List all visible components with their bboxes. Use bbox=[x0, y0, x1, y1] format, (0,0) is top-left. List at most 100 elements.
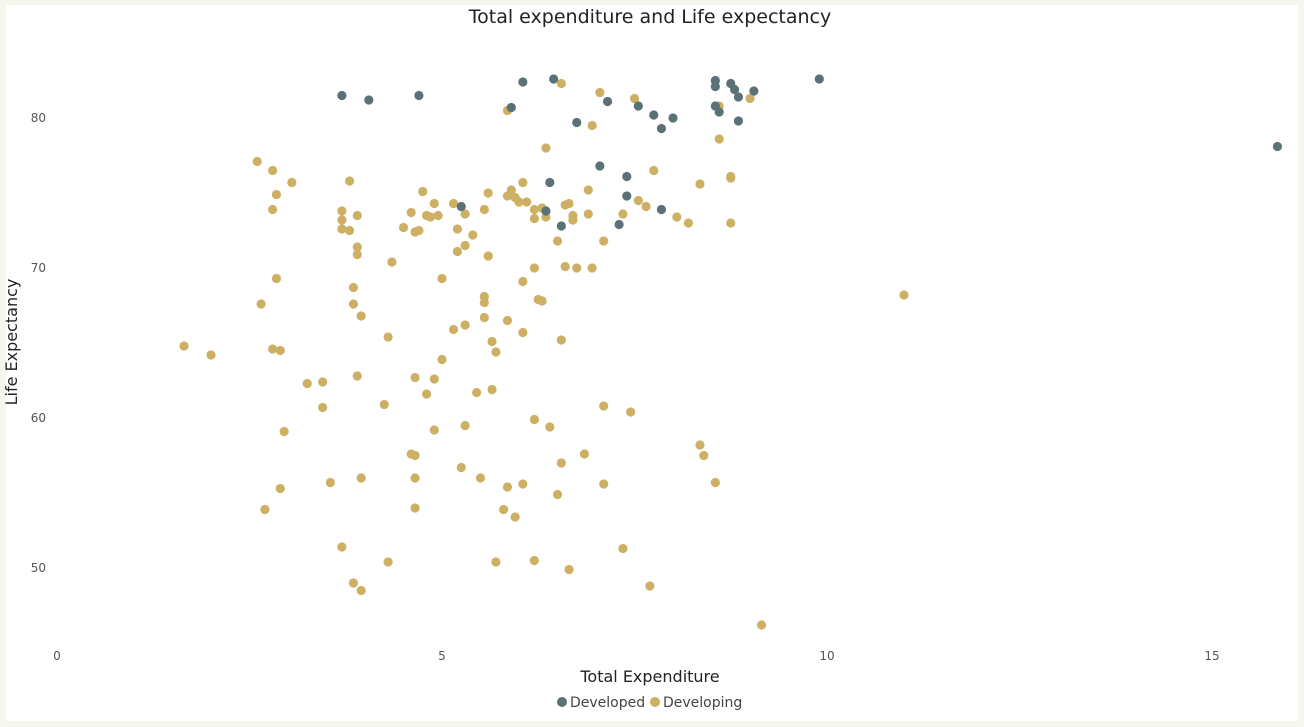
data-point-developed[interactable] bbox=[549, 74, 559, 84]
data-point-developing[interactable] bbox=[429, 198, 439, 209]
data-point-developing[interactable] bbox=[268, 344, 278, 354]
data-point-developing[interactable] bbox=[337, 215, 347, 225]
data-point-developing[interactable] bbox=[318, 377, 328, 387]
data-point-developing[interactable] bbox=[599, 479, 609, 489]
data-point-developing[interactable] bbox=[356, 311, 366, 321]
data-point-developing[interactable] bbox=[672, 212, 682, 222]
data-point-developing[interactable] bbox=[595, 87, 605, 98]
legend-label-developed[interactable]: Developed bbox=[570, 695, 645, 711]
data-point-developing[interactable] bbox=[452, 224, 462, 234]
data-point-developing[interactable] bbox=[529, 263, 540, 273]
data-point-developing[interactable] bbox=[271, 273, 282, 284]
data-point-developed[interactable] bbox=[364, 95, 374, 105]
data-point-developing[interactable] bbox=[529, 555, 540, 566]
data-point-developing[interactable] bbox=[345, 225, 355, 236]
data-point-developing[interactable] bbox=[287, 177, 297, 188]
data-point-developing[interactable] bbox=[337, 206, 347, 216]
data-point-developing[interactable] bbox=[568, 215, 578, 225]
data-point-developed[interactable] bbox=[710, 81, 720, 92]
data-point-developed[interactable] bbox=[572, 117, 582, 128]
data-point-developed[interactable] bbox=[602, 96, 613, 107]
data-point-developing[interactable] bbox=[587, 263, 597, 273]
data-point-developing[interactable] bbox=[529, 213, 540, 224]
data-point-developing[interactable] bbox=[560, 261, 570, 272]
data-point-developing[interactable] bbox=[387, 257, 397, 267]
data-point-developing[interactable] bbox=[268, 165, 278, 176]
data-point-developing[interactable] bbox=[352, 210, 362, 221]
data-point-developed[interactable] bbox=[614, 219, 624, 230]
data-point-developing[interactable] bbox=[564, 564, 574, 575]
data-point-developing[interactable] bbox=[599, 401, 609, 411]
data-point-developed[interactable] bbox=[733, 92, 744, 102]
data-point-developing[interactable] bbox=[483, 251, 493, 261]
data-point-developing[interactable] bbox=[348, 299, 359, 309]
data-point-developing[interactable] bbox=[337, 224, 347, 234]
data-point-developed[interactable] bbox=[337, 90, 347, 101]
data-point-developing[interactable] bbox=[475, 473, 486, 483]
data-point-developing[interactable] bbox=[437, 273, 447, 284]
data-point-developed[interactable] bbox=[456, 201, 466, 212]
data-point-developing[interactable] bbox=[356, 473, 366, 483]
data-point-developing[interactable] bbox=[695, 179, 705, 189]
data-point-developing[interactable] bbox=[572, 263, 582, 273]
data-point-developing[interactable] bbox=[518, 479, 528, 489]
data-point-developing[interactable] bbox=[356, 585, 366, 596]
data-point-developing[interactable] bbox=[468, 230, 478, 240]
data-point-developed[interactable] bbox=[749, 86, 759, 96]
legend-marker-developing[interactable] bbox=[650, 697, 660, 707]
data-point-developed[interactable] bbox=[649, 110, 659, 120]
data-point-developing[interactable] bbox=[699, 450, 709, 461]
data-point-developing[interactable] bbox=[518, 327, 528, 338]
data-point-developing[interactable] bbox=[552, 236, 563, 246]
data-point-developing[interactable] bbox=[260, 504, 270, 515]
data-point-developing[interactable] bbox=[422, 389, 432, 399]
data-point-developing[interactable] bbox=[456, 462, 466, 473]
data-point-developing[interactable] bbox=[460, 209, 470, 219]
data-point-developed[interactable] bbox=[622, 171, 632, 182]
data-point-developing[interactable] bbox=[268, 204, 278, 215]
data-point-developed[interactable] bbox=[414, 90, 424, 101]
data-point-developing[interactable] bbox=[579, 449, 590, 459]
data-point-developing[interactable] bbox=[318, 402, 328, 413]
data-point-developing[interactable] bbox=[649, 165, 659, 176]
data-point-developing[interactable] bbox=[518, 177, 528, 188]
data-point-developed[interactable] bbox=[814, 74, 824, 84]
data-point-developing[interactable] bbox=[552, 489, 563, 500]
data-point-developing[interactable] bbox=[537, 296, 547, 306]
data-point-developing[interactable] bbox=[418, 186, 428, 197]
data-point-developing[interactable] bbox=[452, 246, 462, 257]
data-point-developing[interactable] bbox=[502, 315, 513, 326]
data-point-developing[interactable] bbox=[302, 378, 312, 389]
legend-marker-developed[interactable] bbox=[557, 697, 567, 707]
data-point-developing[interactable] bbox=[437, 354, 447, 365]
data-point-developing[interactable] bbox=[556, 335, 566, 345]
data-point-developed[interactable] bbox=[633, 101, 643, 111]
data-point-developing[interactable] bbox=[345, 176, 355, 186]
legend[interactable]: Developed Developing bbox=[557, 695, 742, 711]
legend-label-developing[interactable]: Developing bbox=[663, 695, 742, 711]
data-point-developing[interactable] bbox=[499, 504, 509, 515]
data-point-developing[interactable] bbox=[483, 188, 493, 198]
data-point-developing[interactable] bbox=[618, 209, 628, 219]
data-point-developing[interactable] bbox=[352, 249, 362, 260]
data-point-developing[interactable] bbox=[410, 450, 420, 461]
data-point-developing[interactable] bbox=[337, 542, 347, 552]
data-point-developing[interactable] bbox=[564, 198, 574, 209]
data-point-developing[interactable] bbox=[518, 276, 528, 287]
data-point-developing[interactable] bbox=[479, 297, 489, 308]
data-point-developing[interactable] bbox=[275, 345, 285, 356]
data-point-developing[interactable] bbox=[491, 347, 501, 357]
data-point-developing[interactable] bbox=[633, 195, 643, 206]
data-point-developed[interactable] bbox=[506, 102, 516, 113]
data-point-developing[interactable] bbox=[587, 120, 597, 131]
data-point-developing[interactable] bbox=[460, 320, 470, 330]
data-point-developing[interactable] bbox=[556, 78, 566, 89]
data-point-developed[interactable] bbox=[545, 177, 555, 188]
data-point-developing[interactable] bbox=[529, 204, 540, 215]
data-point-developing[interactable] bbox=[756, 620, 767, 630]
data-point-developing[interactable] bbox=[425, 212, 436, 222]
data-point-developing[interactable] bbox=[556, 458, 566, 468]
data-point-developing[interactable] bbox=[448, 324, 459, 335]
data-point-developing[interactable] bbox=[899, 290, 909, 300]
data-point-developing[interactable] bbox=[325, 477, 335, 488]
